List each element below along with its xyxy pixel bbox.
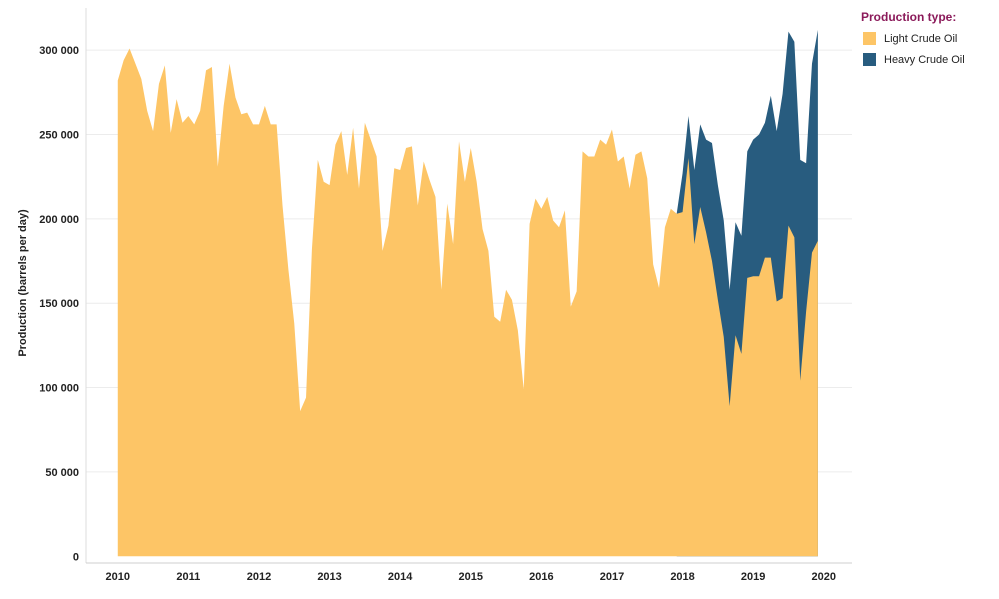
x-tick-label: 2013: [317, 571, 341, 583]
x-tick-label: 2017: [600, 571, 624, 583]
x-tick-label: 2018: [670, 571, 694, 583]
x-tick-label: 2016: [529, 571, 553, 583]
area-layer: [117, 29, 818, 557]
y-tick-label: 250 000: [39, 130, 79, 142]
y-tick-label: 150 000: [39, 298, 79, 310]
x-tick-label: 2020: [812, 571, 836, 583]
legend-label-light: Light Crude Oil: [884, 32, 958, 45]
x-tick-label: 2012: [247, 571, 271, 583]
legend-item-heavy-crude-oil[interactable]: Heavy Crude Oil: [861, 49, 965, 70]
y-tick-label: 0: [73, 551, 79, 563]
legend-swatch-heavy: [863, 53, 876, 66]
y-tick-label: 200 000: [39, 214, 79, 226]
x-tick-label: 2015: [459, 571, 483, 583]
x-tick-label: 2011: [176, 571, 200, 583]
x-tick-label: 2014: [388, 571, 413, 583]
x-tick-label: 2010: [106, 571, 130, 583]
legend-item-light-crude-oil[interactable]: Light Crude Oil: [861, 28, 965, 49]
legend: Production type: Light Crude Oil Heavy C…: [861, 10, 965, 70]
y-tick-label: 50 000: [45, 467, 79, 479]
y-axis-title: Production (barrels per day): [17, 209, 29, 357]
area-light-crude-oil: [117, 48, 818, 557]
x-tick-label: 2019: [741, 571, 765, 583]
legend-swatch-light: [863, 32, 876, 45]
y-tick-label: 300 000: [39, 45, 79, 57]
legend-title: Production type:: [861, 10, 957, 24]
y-tick-label: 100 000: [39, 383, 79, 395]
legend-label-heavy: Heavy Crude Oil: [884, 53, 965, 66]
axes: 0 50 000 100 000 150 000 200 000 250 000 300 0…: [39, 8, 852, 583]
